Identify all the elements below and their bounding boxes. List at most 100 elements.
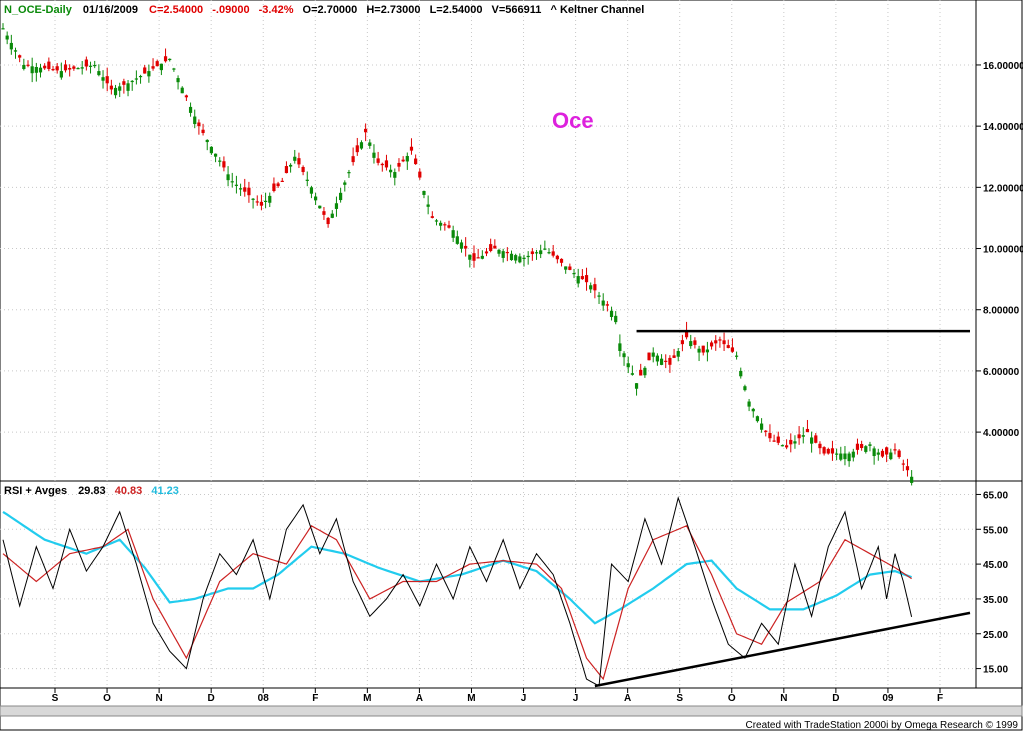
price-candle (309, 185, 314, 199)
horizontal-scrollbar[interactable] (0, 705, 1023, 717)
candle-body (13, 50, 18, 52)
candle-body (630, 373, 634, 375)
candle-body (222, 161, 226, 168)
candle-body (1, 28, 5, 30)
price-candle (443, 222, 447, 231)
candle-body (664, 360, 668, 362)
price-candle (180, 86, 184, 94)
price-candle (505, 247, 509, 262)
candle-body (880, 450, 885, 457)
price-candle (384, 154, 389, 171)
rsi-tick-label: 35.00 (983, 595, 1008, 606)
price-candle (793, 435, 797, 449)
candle-body (493, 245, 497, 249)
price-candle (222, 156, 226, 172)
candle-body (676, 351, 680, 357)
price-candle (209, 146, 214, 155)
price-candle (618, 334, 622, 357)
candle-body (839, 453, 843, 460)
price-candle (368, 139, 372, 149)
candle-body (455, 236, 459, 244)
candle-body (359, 142, 364, 149)
price-candle (597, 291, 601, 305)
candle-body (268, 195, 272, 203)
candle-body (255, 201, 259, 203)
candle-body (109, 85, 113, 90)
candle-body (743, 386, 747, 391)
candle-body (751, 408, 755, 412)
candle-body (689, 341, 693, 347)
price-candle (514, 253, 518, 264)
price-tick-label: 16.00000 (983, 61, 1023, 72)
candle-body (159, 63, 163, 71)
candle-body (418, 171, 422, 178)
price-candle (72, 65, 76, 71)
price-candle (497, 248, 501, 257)
price-candle (55, 62, 59, 74)
price-candle (647, 352, 651, 361)
price-candle (493, 239, 497, 249)
candle-body (822, 447, 826, 454)
price-candle (839, 446, 843, 462)
price-candle (9, 34, 13, 55)
grid (0, 0, 976, 688)
price-candle (451, 225, 455, 243)
candle-body (901, 463, 905, 465)
rsi-value: 29.83 (78, 485, 106, 497)
candle-body (547, 252, 551, 254)
candle-body (30, 66, 34, 74)
rsi-slow-average-line (2, 510, 912, 625)
price-candle (113, 84, 118, 99)
candle-body (401, 159, 405, 162)
candle-body (184, 95, 188, 98)
price-candle (230, 172, 234, 188)
candle-body (564, 266, 568, 270)
symbol-label: N_OCE-Daily (4, 4, 73, 16)
price-candle (343, 180, 347, 192)
x-tick-label: 08 (258, 693, 270, 704)
price-candle (551, 245, 555, 258)
price-candle (347, 169, 351, 178)
price-candle (639, 363, 643, 376)
candle-body (88, 65, 93, 67)
price-candle (126, 80, 130, 97)
candle-body (172, 68, 176, 70)
candle-body (284, 166, 289, 174)
candle-body (855, 443, 860, 450)
candle-body (293, 156, 297, 161)
price-candle (84, 56, 88, 71)
candle-body (501, 251, 505, 258)
candle-body (218, 160, 222, 162)
candle-body (309, 187, 314, 194)
price-candle (843, 446, 847, 466)
price-candle (601, 293, 605, 311)
candle-body (697, 348, 701, 353)
price-candle (484, 248, 489, 257)
candle-body (97, 71, 101, 76)
price-candle (109, 79, 113, 95)
candle-body (405, 155, 409, 162)
candle-body (805, 428, 810, 433)
price-candle (88, 61, 93, 74)
candle-body (759, 423, 764, 430)
price-candle (197, 119, 201, 135)
price-candle (797, 426, 801, 445)
price-candle (855, 438, 860, 455)
price-candle (364, 123, 368, 142)
price-candle (743, 384, 747, 392)
candle-body (318, 205, 322, 209)
candle-body (514, 255, 518, 261)
x-tick-label: J (521, 693, 527, 704)
candle-body (226, 174, 230, 181)
candle-body (176, 78, 180, 83)
candle-body (818, 443, 822, 449)
candle-body (384, 160, 389, 168)
candle-body (314, 196, 318, 201)
candle-body (830, 448, 835, 454)
candle-body (213, 153, 218, 157)
candle-body (472, 253, 476, 261)
price-candle (897, 449, 901, 459)
candle-body (568, 266, 572, 270)
